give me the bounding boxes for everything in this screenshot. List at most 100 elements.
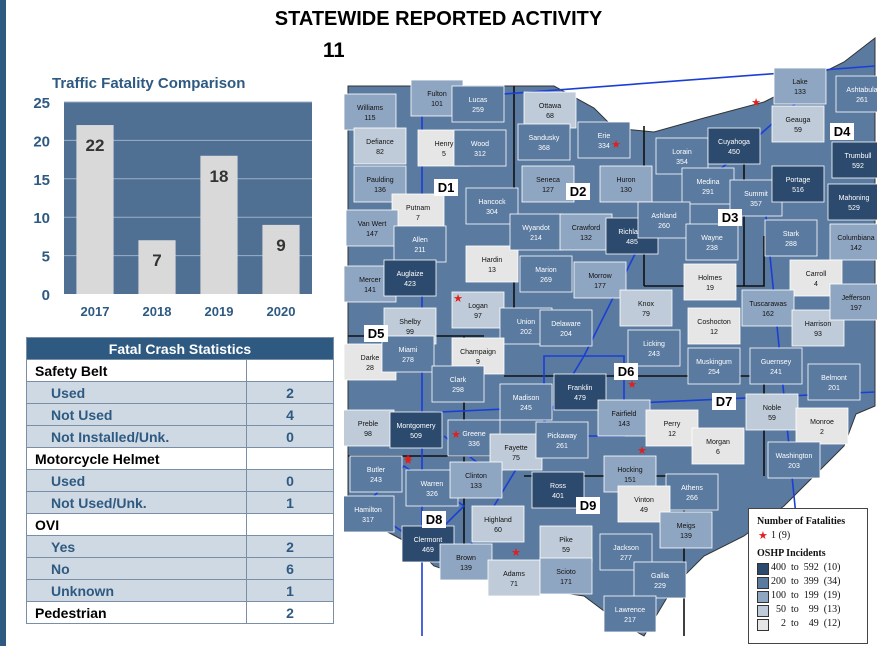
county-van-wert: Van Wert 147 [345,209,399,247]
county-count: 142 [850,245,862,252]
county-shape [599,165,653,203]
county-ashland: Ashland 260 [637,201,691,239]
district-label-d8: D8 [422,511,446,528]
county-shape [764,219,818,257]
county-shape [637,201,691,239]
county-count: 334 [598,143,610,150]
county-count: 151 [624,477,636,484]
county-count: 277 [620,555,632,562]
county-count: 336 [468,441,480,448]
county-muskingum: Muskingum 254 [687,347,741,385]
county-shape [773,67,827,105]
county-name: Athens [681,485,703,492]
county-shape [659,511,713,549]
county-name: Marion [535,267,557,274]
county-preble: Preble 98 [344,409,395,447]
county-name: Brown [456,555,476,562]
district-label-d9: D9 [576,497,600,514]
county-name: Clark [450,377,467,384]
county-logan: Logan 97 [451,291,505,329]
county-name: Coshocton [697,319,731,326]
fatality-star-icon: ★ [451,429,461,441]
county-scioto: Scioto 171 [539,557,593,595]
county-name: Defiance [366,139,394,146]
county-name: Columbiana [837,235,874,242]
county-count: 516 [792,187,804,194]
county-athens: Athens 266 [665,473,719,511]
county-name: Belmont [821,375,847,382]
county-name: Stark [783,231,800,238]
county-name: Seneca [536,177,560,184]
county-williams: Williams 115 [344,93,397,131]
county-pike: Pike 59 [539,525,593,563]
county-belmont: Belmont 201 [807,363,861,401]
county-name: Pickaway [547,433,577,440]
county-shape [767,441,821,479]
county-name: Knox [638,301,654,308]
section-row: Motorcycle Helmet [26,447,334,470]
legend-range-label: 200 to 399 (34) [771,576,841,587]
fatality-comparison-chart: 0 5 10 15 20 25 22 2017 7 2018 18 2019 9 2020 [33,96,312,319]
county-perry: Perry 12 [645,409,699,447]
district-label-bg [712,393,736,410]
legend-incidents-title: OSHP Incidents [757,548,826,559]
county-count: 75 [512,455,520,462]
x-tick-label: 2018 [143,304,172,319]
county-count: 177 [594,283,606,290]
county-shape [665,473,719,511]
county-count: 259 [472,107,484,114]
county-count: 214 [530,235,542,242]
county-name: Muskingum [696,359,732,366]
district-label-text: D1 [438,180,455,195]
county-count: 79 [642,311,650,318]
section-label: Safety Belt [26,359,247,382]
county-name: Sandusky [529,135,560,142]
county-name: Vinton [634,497,654,504]
county-shape [749,347,803,385]
county-name: Noble [763,405,781,412]
county-name: Lorain [672,149,692,156]
district-label-bg [614,363,638,380]
county-count: 291 [702,189,714,196]
county-clark: Clark 298 [431,365,485,403]
county-name: Mahoning [839,195,870,202]
legend-range-row: 2 to 49 (12) [749,617,867,631]
county-shape [827,183,877,221]
county-count: 326 [426,491,438,498]
county-monroe: Monroe 2 [795,407,849,445]
section-value [246,447,334,470]
county-shape [471,505,525,543]
county-auglaize: Auglaize 423 [383,259,437,297]
county-name: Warren [421,481,444,488]
county-count: 7 [416,215,420,222]
county-count: 401 [552,493,564,500]
county-name: Champaign [460,349,496,356]
county-name: Geauga [786,117,811,124]
county-shape [391,193,445,231]
county-count: 13 [488,267,496,274]
county-shape [383,259,437,297]
district-label-bg [422,511,446,528]
county-count: 4 [814,281,818,288]
county-name: Hardin [482,257,503,264]
county-delaware: Delaware 204 [539,309,593,347]
county-name: Mercer [359,277,381,284]
county-shape [627,329,681,367]
county-name: Henry [435,141,454,148]
county-count: 162 [762,311,774,318]
county-name: Meigs [677,523,696,530]
county-count: 98 [364,431,372,438]
county-meigs: Meigs 139 [659,511,713,549]
county-clinton: Clinton 133 [449,461,503,499]
section-value: 2 [246,601,334,624]
fatality-star-icon: ★ [403,455,413,467]
legend-star-label: 1 (9) [771,530,791,541]
county-shape [431,365,485,403]
county-count: 217 [624,617,636,624]
county-shape [344,409,395,447]
county-count: 278 [402,357,414,364]
y-tick-label: 0 [42,287,50,304]
county-miami: Miami 278 [381,335,435,373]
section-value [246,359,334,382]
bar-value-label: 7 [152,251,161,270]
